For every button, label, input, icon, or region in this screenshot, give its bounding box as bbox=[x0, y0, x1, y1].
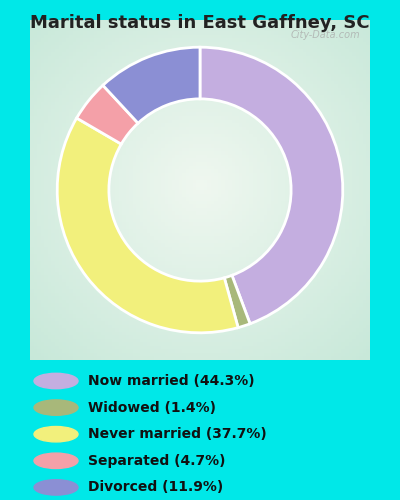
Wedge shape bbox=[57, 118, 238, 333]
Wedge shape bbox=[103, 47, 200, 123]
Text: Divorced (11.9%): Divorced (11.9%) bbox=[88, 480, 223, 494]
Text: Separated (4.7%): Separated (4.7%) bbox=[88, 454, 226, 468]
Text: Marital status in East Gaffney, SC: Marital status in East Gaffney, SC bbox=[30, 14, 370, 32]
Wedge shape bbox=[77, 86, 138, 144]
Circle shape bbox=[34, 374, 78, 388]
Circle shape bbox=[34, 426, 78, 442]
Wedge shape bbox=[200, 47, 343, 324]
Circle shape bbox=[34, 453, 78, 468]
Circle shape bbox=[34, 400, 78, 415]
Wedge shape bbox=[224, 276, 250, 328]
Text: Now married (44.3%): Now married (44.3%) bbox=[88, 374, 255, 388]
Text: Widowed (1.4%): Widowed (1.4%) bbox=[88, 400, 216, 414]
Text: City-Data.com: City-Data.com bbox=[290, 30, 360, 40]
Text: Never married (37.7%): Never married (37.7%) bbox=[88, 427, 267, 441]
Circle shape bbox=[34, 480, 78, 495]
